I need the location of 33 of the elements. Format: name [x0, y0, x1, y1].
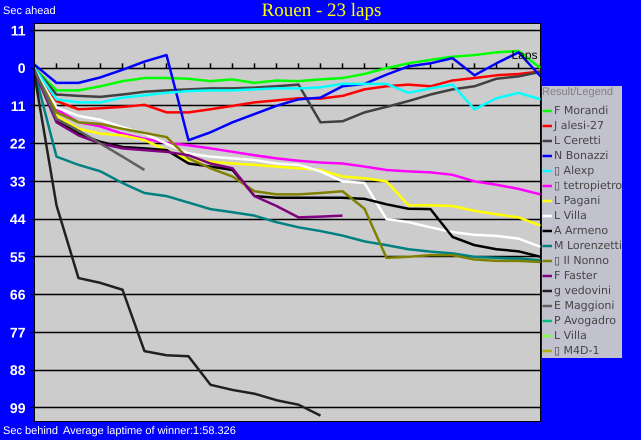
legend-label: N Bonazzi — [554, 148, 608, 163]
text: Average laptime of winner:1:58.326 — [63, 424, 236, 439]
legend-label: E Maggioni — [554, 298, 614, 313]
y-tick-label: 99 — [10, 400, 26, 416]
y-tick-label: 88 — [10, 362, 26, 378]
legend-label: L Pagani — [554, 193, 600, 208]
y-tick-label: 55 — [10, 248, 26, 265]
legend-label: ▯ tetropietro — [554, 178, 622, 193]
y-tick-label: 0 — [18, 60, 26, 76]
text: Sec behind — [3, 424, 58, 439]
legend-label: g vedovini — [554, 283, 612, 298]
legend-label: F Morandi — [554, 103, 608, 118]
legend-label: M Lorenzetti — [554, 238, 622, 253]
legend-label: A Armeno — [554, 223, 608, 238]
legend-label: L Villa — [554, 328, 587, 343]
y-tick-label: 22 — [10, 136, 26, 152]
chart-title: Rouen - 23 laps — [262, 0, 382, 22]
legend-label: F Faster — [554, 268, 598, 283]
text: Sec ahead — [3, 4, 56, 19]
y-tick-label: 77 — [10, 324, 26, 340]
y-tick-label: 66 — [10, 286, 26, 303]
y-tick-label: 44 — [10, 211, 26, 228]
y-tick-label: 11 — [10, 98, 26, 114]
legend-label: ▯ Alexp — [554, 163, 594, 178]
legend-label: ▯ M4D-1 — [554, 343, 600, 358]
y-tick-label: 33 — [10, 173, 26, 190]
legend-title: Result/Legend — [542, 86, 614, 98]
legend-label: J alesi-27 — [554, 118, 604, 133]
legend-label: L Villa — [554, 208, 587, 223]
y-tick-label: 11 — [10, 22, 26, 38]
legend-label: L Ceretti — [554, 133, 601, 148]
legend-label: ▯ Il Nonno — [554, 253, 609, 268]
legend-label: P Avogadro — [554, 313, 616, 328]
